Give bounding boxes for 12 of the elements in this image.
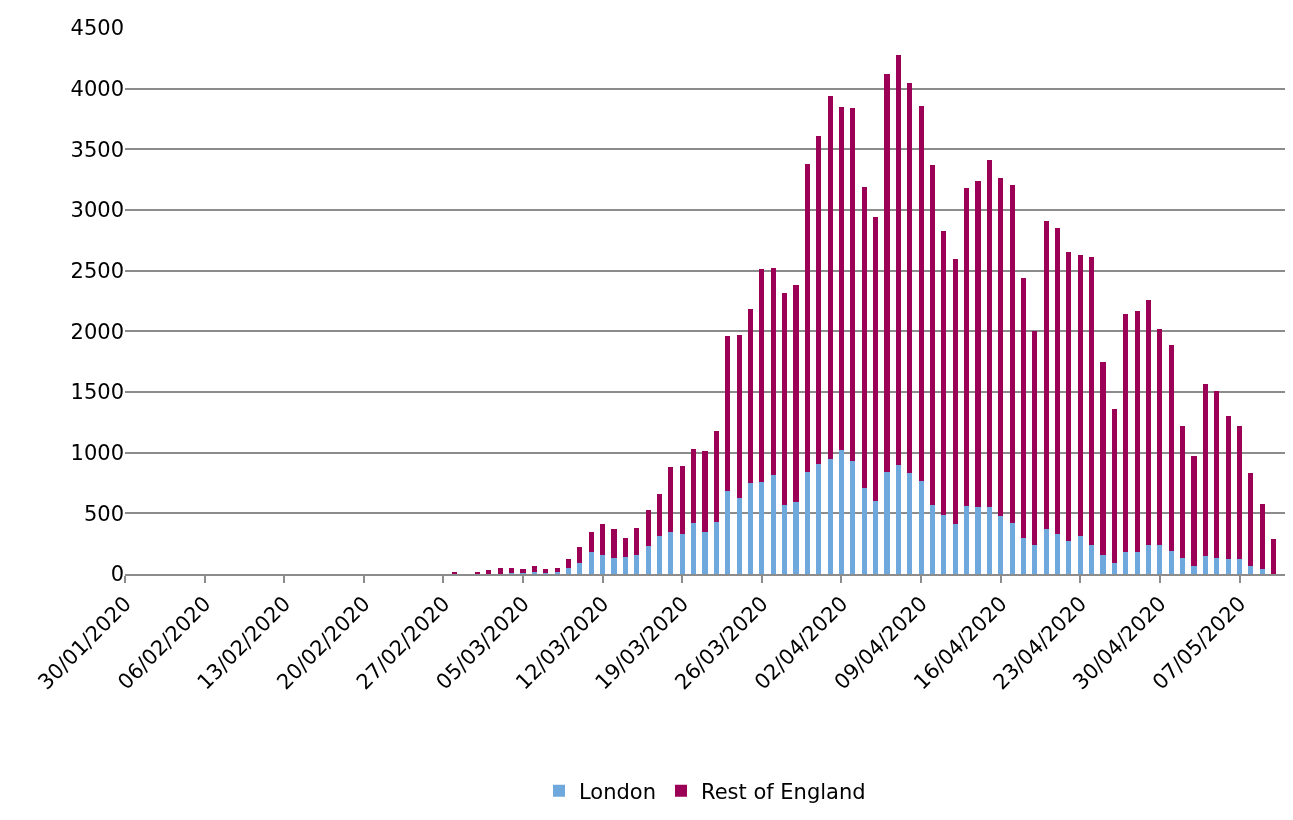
y-tick-label: 1000 [70, 441, 124, 466]
legend-label: London [579, 779, 656, 804]
y-tick-label: 0 [110, 562, 124, 587]
y-tick-label: 3500 [70, 137, 124, 162]
y-tick-label: 4500 [70, 16, 124, 41]
y-tick-label: 4000 [70, 77, 124, 102]
y-tick-label: 500 [83, 501, 124, 526]
y-tick-label: 2500 [70, 259, 124, 284]
y-tick-label: 3000 [70, 198, 124, 223]
legend-label: Rest of England [700, 779, 866, 804]
y-tick-label: 1500 [70, 380, 124, 405]
y-tick-label: 2000 [70, 319, 124, 344]
